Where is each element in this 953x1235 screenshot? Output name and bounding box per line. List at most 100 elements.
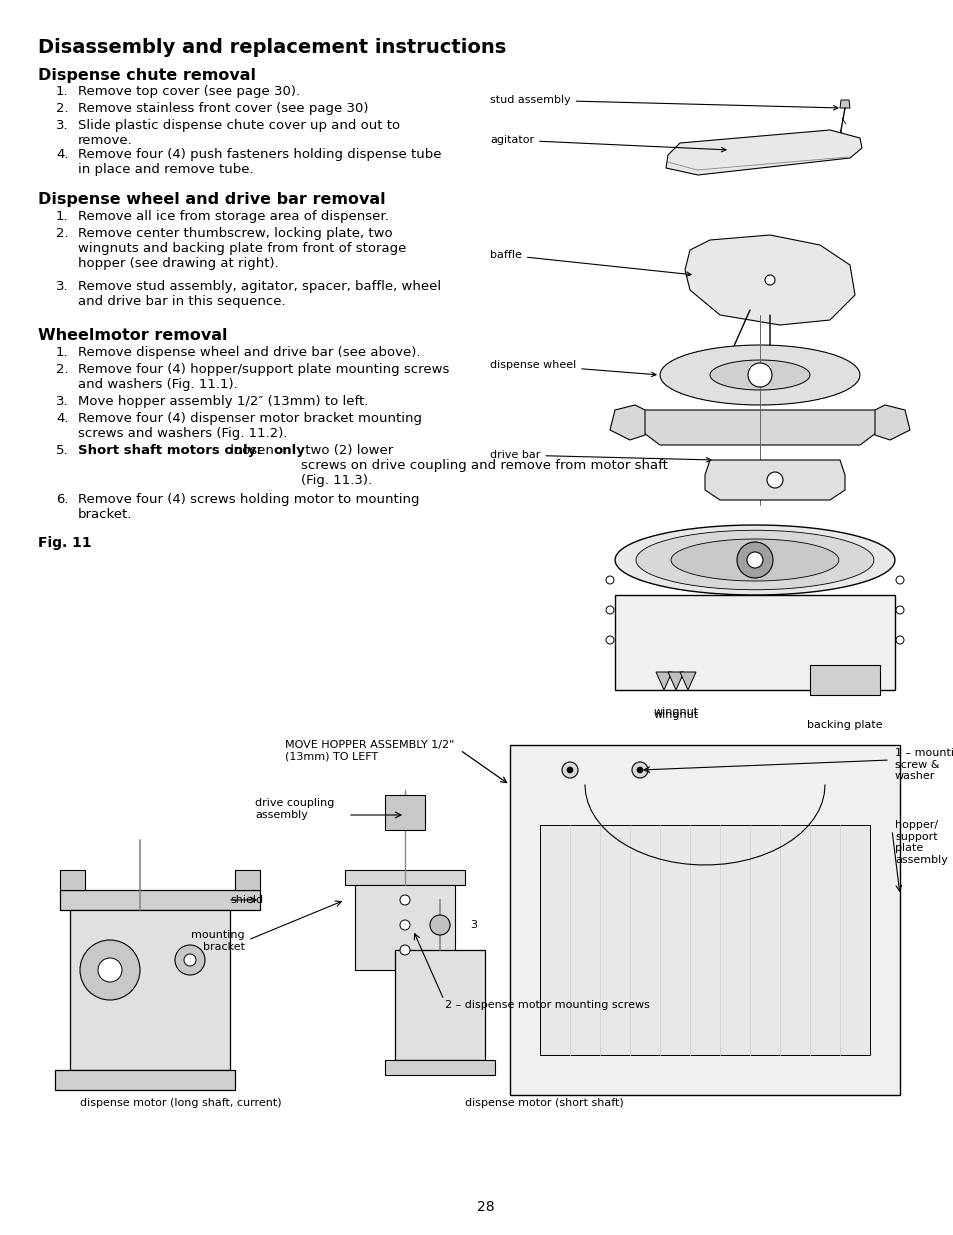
Text: two (2) lower
screws on drive coupling and remove from motor shaft
(Fig. 11.3).: two (2) lower screws on drive coupling a… <box>301 445 667 487</box>
Polygon shape <box>615 595 894 690</box>
Bar <box>385 1060 495 1074</box>
Circle shape <box>895 606 903 614</box>
Text: backing plate: backing plate <box>806 720 882 730</box>
Bar <box>385 795 424 830</box>
Text: shield: shield <box>230 895 263 905</box>
Text: 28: 28 <box>476 1200 494 1214</box>
Circle shape <box>605 576 614 584</box>
Circle shape <box>399 920 410 930</box>
Text: dispense wheel: dispense wheel <box>490 359 656 377</box>
Circle shape <box>174 945 205 974</box>
Polygon shape <box>679 672 696 690</box>
Text: 2.: 2. <box>56 363 69 375</box>
Text: Remove stainless front cover (see page 30): Remove stainless front cover (see page 3… <box>78 103 368 115</box>
Circle shape <box>605 636 614 643</box>
Text: 4.: 4. <box>56 148 69 161</box>
Text: wingnut: wingnut <box>653 710 698 720</box>
Polygon shape <box>665 130 862 175</box>
Polygon shape <box>609 405 644 440</box>
Text: drive coupling
assembly: drive coupling assembly <box>254 798 334 820</box>
Text: only: only <box>273 445 305 457</box>
Text: mounting
bracket: mounting bracket <box>192 930 245 952</box>
Text: 1.: 1. <box>56 85 69 98</box>
Circle shape <box>566 767 573 773</box>
Text: hopper/
support
plate
assembly: hopper/ support plate assembly <box>894 820 947 864</box>
Text: baffle: baffle <box>490 249 690 277</box>
Text: Remove stud assembly, agitator, spacer, baffle, wheel
and drive bar in this sequ: Remove stud assembly, agitator, spacer, … <box>78 280 440 308</box>
Circle shape <box>561 762 578 778</box>
Polygon shape <box>659 345 859 405</box>
Text: 2.: 2. <box>56 103 69 115</box>
Circle shape <box>895 576 903 584</box>
Text: Remove top cover (see page 30).: Remove top cover (see page 30). <box>78 85 300 98</box>
Text: 1 – mounting
screw &
washer: 1 – mounting screw & washer <box>894 748 953 782</box>
Polygon shape <box>684 235 854 325</box>
Text: 6.: 6. <box>56 493 69 506</box>
Text: dispense motor (short shaft): dispense motor (short shaft) <box>464 1098 623 1108</box>
Polygon shape <box>705 548 803 572</box>
Text: Remove dispense wheel and drive bar (see above).: Remove dispense wheel and drive bar (see… <box>78 346 420 359</box>
Bar <box>60 869 85 890</box>
Circle shape <box>430 915 450 935</box>
Bar <box>510 745 899 1095</box>
Circle shape <box>637 767 642 773</box>
Text: dispense motor (long shaft, current): dispense motor (long shaft, current) <box>80 1098 281 1108</box>
Circle shape <box>747 363 771 387</box>
Circle shape <box>764 275 774 285</box>
Text: Dispense chute removal: Dispense chute removal <box>38 68 255 83</box>
Bar <box>809 664 879 695</box>
Bar <box>539 825 869 1055</box>
Text: wingnut: wingnut <box>653 706 698 718</box>
Text: Remove all ice from storage area of dispenser.: Remove all ice from storage area of disp… <box>78 210 388 224</box>
Circle shape <box>737 542 772 578</box>
Text: 5.: 5. <box>56 445 69 457</box>
Text: Remove four (4) screws holding motor to mounting
bracket.: Remove four (4) screws holding motor to … <box>78 493 419 521</box>
Polygon shape <box>667 672 683 690</box>
Text: 1.: 1. <box>56 210 69 224</box>
Text: Short shaft motors only:: Short shaft motors only: <box>78 445 261 457</box>
Circle shape <box>399 895 410 905</box>
Polygon shape <box>615 525 894 595</box>
Bar <box>395 950 484 1060</box>
Polygon shape <box>840 100 849 107</box>
Polygon shape <box>709 361 809 390</box>
Text: Remove four (4) hopper/support plate mounting screws
and washers (Fig. 11.1).: Remove four (4) hopper/support plate mou… <box>78 363 449 391</box>
Text: Disassembly and replacement instructions: Disassembly and replacement instructions <box>38 38 506 57</box>
Text: 3.: 3. <box>56 119 69 132</box>
Polygon shape <box>636 530 873 590</box>
Bar <box>345 869 464 885</box>
Bar <box>70 910 230 1070</box>
Text: loosen: loosen <box>226 445 278 457</box>
Polygon shape <box>656 672 671 690</box>
Circle shape <box>631 762 647 778</box>
Bar <box>234 869 260 890</box>
Text: Dispense wheel and drive bar removal: Dispense wheel and drive bar removal <box>38 191 385 207</box>
Text: agitator: agitator <box>490 135 725 152</box>
Text: 3: 3 <box>470 920 476 930</box>
Text: Fig. 11: Fig. 11 <box>38 536 91 550</box>
Circle shape <box>895 636 903 643</box>
Circle shape <box>746 552 762 568</box>
Text: Slide plastic dispense chute cover up and out to
remove.: Slide plastic dispense chute cover up an… <box>78 119 399 147</box>
Circle shape <box>80 940 140 1000</box>
Text: Remove four (4) dispenser motor bracket mounting
screws and washers (Fig. 11.2).: Remove four (4) dispenser motor bracket … <box>78 412 421 440</box>
Bar <box>355 885 455 969</box>
Text: stud assembly: stud assembly <box>490 95 837 110</box>
Polygon shape <box>874 405 909 440</box>
Text: Remove four (4) push fasteners holding dispense tube
in place and remove tube.: Remove four (4) push fasteners holding d… <box>78 148 441 177</box>
Text: MOVE HOPPER ASSEMBLY 1/2"
(13mm) TO LEFT: MOVE HOPPER ASSEMBLY 1/2" (13mm) TO LEFT <box>285 740 454 762</box>
Circle shape <box>605 606 614 614</box>
Polygon shape <box>639 410 879 445</box>
Text: drive bar: drive bar <box>490 450 710 462</box>
Circle shape <box>399 945 410 955</box>
Text: Wheelmotor removal: Wheelmotor removal <box>38 329 227 343</box>
Text: Remove center thumbscrew, locking plate, two
wingnuts and backing plate from fro: Remove center thumbscrew, locking plate,… <box>78 227 406 270</box>
Text: 3.: 3. <box>56 280 69 293</box>
Circle shape <box>766 472 782 488</box>
Text: 2 – dispense motor mounting screws: 2 – dispense motor mounting screws <box>444 1000 649 1010</box>
Circle shape <box>98 958 122 982</box>
Bar <box>60 890 260 910</box>
Text: 4.: 4. <box>56 412 69 425</box>
Text: 3.: 3. <box>56 395 69 408</box>
Bar <box>55 1070 234 1091</box>
